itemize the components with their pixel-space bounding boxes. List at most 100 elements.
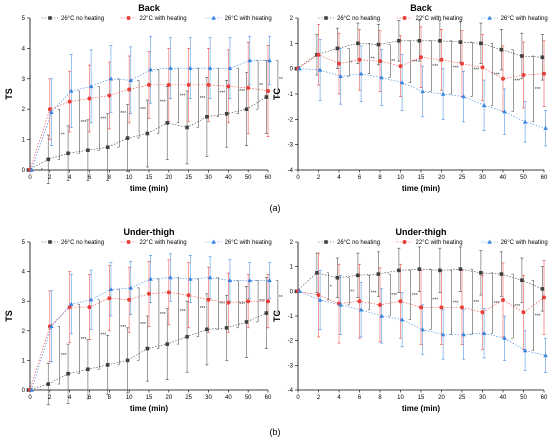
data-point — [49, 109, 54, 114]
data-point — [399, 317, 405, 322]
data-point — [397, 268, 401, 273]
data-point — [439, 57, 444, 62]
data-point — [297, 66, 302, 71]
data-point — [316, 293, 321, 298]
significance-label: *** — [219, 90, 225, 96]
data-point — [521, 310, 526, 315]
legend-label: 26°C no heating — [61, 240, 104, 246]
subfigure-label-b: (b) — [270, 427, 281, 437]
significance-label: *** — [371, 291, 377, 297]
y-tick-label: 2 — [22, 329, 26, 335]
data-point — [105, 145, 110, 149]
significance-bracket — [216, 67, 219, 118]
significance-bracket — [388, 44, 391, 78]
y-tick-label: 0 — [290, 67, 294, 73]
data-point — [185, 125, 189, 130]
x-tick-label: 60 — [541, 395, 548, 401]
x-axis-label: time (min) — [130, 404, 169, 413]
data-point — [266, 299, 270, 304]
x-tick-label: 10 — [126, 395, 133, 401]
data-point — [317, 297, 323, 302]
data-point — [397, 39, 401, 43]
data-point — [29, 387, 34, 392]
significance-label: *** — [120, 325, 126, 331]
significance-label: *** — [535, 87, 541, 93]
data-point — [108, 286, 114, 292]
x-tick-label: 60 — [541, 175, 548, 181]
significance-bracket — [256, 280, 259, 323]
data-point — [543, 353, 548, 358]
data-point — [68, 88, 74, 93]
x-tick-label: 30 — [205, 395, 212, 401]
x-tick-label: 6 — [358, 395, 362, 401]
data-point — [207, 275, 213, 280]
significance-bracket — [490, 43, 493, 106]
significance-label: *** — [412, 293, 418, 299]
significance-bracket — [137, 80, 140, 139]
significance-bracket — [57, 326, 60, 385]
data-point — [165, 342, 170, 346]
x-tick-label: 60 — [265, 175, 272, 181]
data-point — [542, 71, 546, 76]
data-point — [88, 84, 94, 89]
y-tick-label: 2 — [22, 107, 26, 113]
significance-label: *** — [81, 120, 87, 126]
x-tick-label: 2 — [48, 395, 52, 401]
data-point — [87, 96, 92, 101]
data-point — [356, 273, 360, 278]
x-axis-label: time (min) — [402, 184, 441, 193]
significance-bracket — [77, 90, 80, 154]
data-point — [246, 85, 251, 90]
legend-label: 26°C no heating — [337, 16, 380, 22]
data-point — [46, 157, 51, 162]
significance-bracket — [196, 67, 199, 128]
significance-bracket — [117, 78, 120, 148]
significance-label: *** — [514, 79, 520, 85]
significance-bracket — [408, 270, 411, 320]
data-point — [439, 305, 444, 310]
data-point — [480, 310, 485, 315]
data-point — [522, 348, 528, 353]
data-point — [480, 65, 485, 70]
x-tick-label: 15 — [146, 395, 153, 401]
subfigure-label-a: (a) — [270, 203, 281, 213]
data-point — [128, 77, 134, 83]
chart-title: Back — [138, 3, 161, 13]
data-point — [297, 288, 302, 294]
x-tick-label: 2 — [48, 175, 52, 181]
significance-label: *** — [432, 64, 438, 70]
x-tick-label: 60 — [265, 395, 272, 401]
data-point — [86, 367, 90, 372]
data-point — [187, 65, 193, 70]
data-point — [186, 293, 191, 298]
x-tick-label: 40 — [500, 395, 507, 401]
significance-label: *** — [412, 60, 418, 66]
data-point — [226, 300, 231, 305]
y-tick-label: -2 — [288, 117, 294, 123]
significance-label: *** — [160, 100, 166, 106]
data-point — [440, 332, 446, 337]
y-tick-label: -2 — [288, 339, 294, 345]
x-tick-label: 25 — [459, 175, 466, 181]
x-tick-label: 40 — [225, 395, 232, 401]
y-tick-label: 3 — [22, 77, 26, 83]
significance-label: *** — [453, 300, 459, 306]
significance-bracket — [97, 299, 100, 370]
legend-marker — [324, 240, 328, 244]
data-point — [47, 107, 52, 112]
data-point — [224, 111, 229, 116]
data-point — [438, 39, 442, 43]
data-point — [379, 75, 384, 80]
data-point — [461, 332, 466, 337]
significance-bracket — [531, 55, 534, 123]
x-tick-label: 25 — [459, 395, 466, 401]
significance-bracket — [367, 43, 370, 74]
significance-bracket — [347, 48, 350, 77]
x-tick-label: 30 — [205, 175, 212, 181]
x-tick-label: 15 — [418, 395, 425, 401]
data-point — [501, 297, 505, 302]
chart-title: Under-thigh — [124, 227, 175, 237]
data-point — [88, 297, 94, 302]
